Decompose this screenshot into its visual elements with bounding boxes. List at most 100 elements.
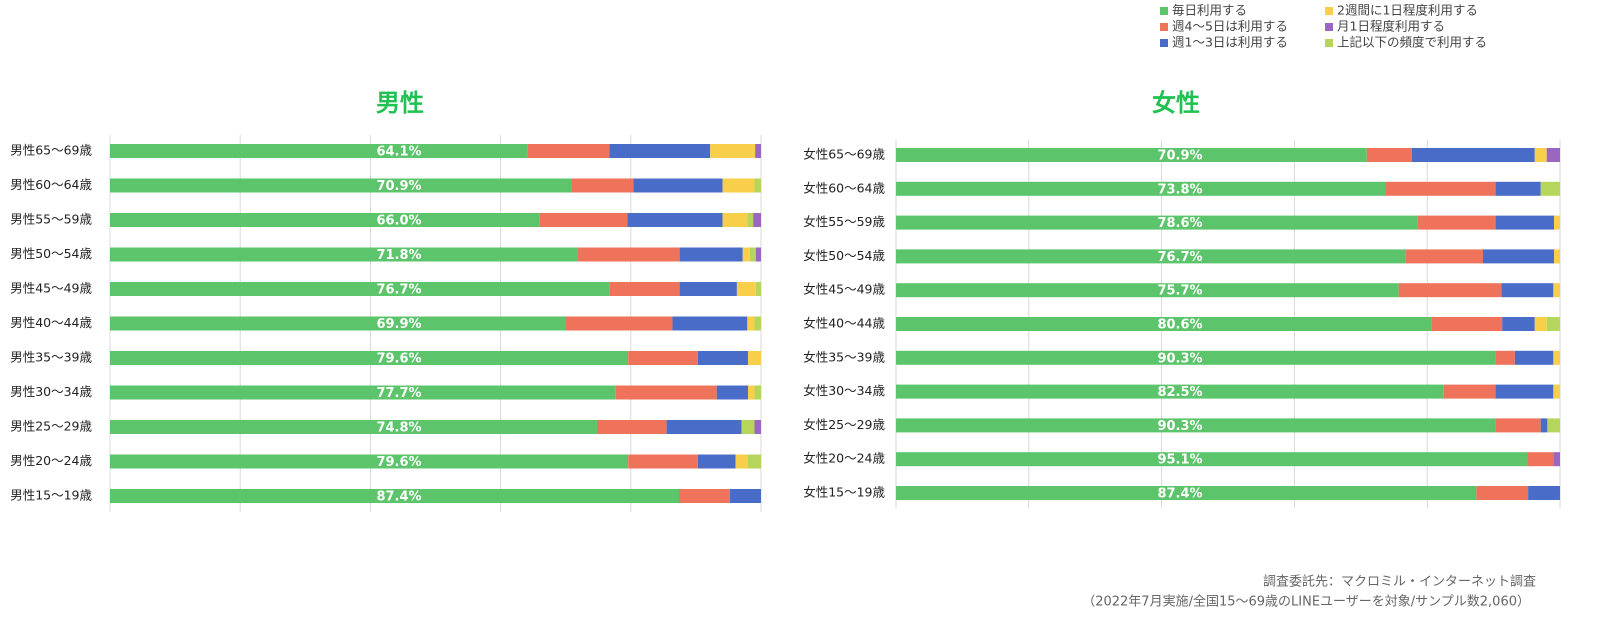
- bar-segment: [1553, 384, 1560, 399]
- legend-swatch: [1160, 7, 1168, 15]
- bar-segment: [1495, 384, 1554, 399]
- value-label: 73.8%: [1157, 182, 1202, 197]
- source-note: （2022年7月実施/全国15～69歳のLINEユーザーを対象/サンプル数2,0…: [1082, 594, 1530, 610]
- bar-segment: [722, 178, 755, 193]
- bar-segment: [742, 247, 750, 262]
- bar-segment: [754, 316, 761, 331]
- bar-segment: [527, 144, 610, 158]
- chart-title: 男性: [376, 89, 424, 117]
- legend-label: 週1～3日は利用する: [1172, 35, 1288, 50]
- bar-segment: [1417, 215, 1496, 230]
- bar-segment: [679, 247, 743, 262]
- bar-segment: [615, 385, 717, 400]
- source-note: 調査委託先：マクロミル・インターネット調査: [1263, 574, 1536, 590]
- bar-segment: [110, 144, 528, 158]
- bar-segment: [633, 178, 723, 193]
- bar-segment: [1405, 249, 1483, 264]
- bar-segment: [666, 420, 742, 434]
- category-label: 女性50～54歳: [803, 248, 885, 263]
- bar-segment: [896, 486, 1477, 500]
- value-label: 66.0%: [376, 214, 421, 229]
- value-label: 74.8%: [376, 421, 421, 436]
- category-label: 女性30～34歳: [803, 383, 885, 398]
- bar-segment: [753, 213, 761, 227]
- bar-segment: [896, 418, 1496, 433]
- legend-swatch: [1325, 7, 1333, 15]
- bar-segment: [735, 454, 748, 469]
- category-label: 女性60～64歳: [803, 180, 885, 195]
- category-label: 女性40～44歳: [803, 316, 885, 331]
- category-label: 男性45～49歳: [10, 281, 92, 296]
- value-label: 70.9%: [376, 179, 421, 194]
- bar-segment: [678, 489, 730, 503]
- category-label: 女性55～59歳: [803, 214, 885, 229]
- bar-segment: [896, 452, 1528, 467]
- value-label: 64.1%: [376, 145, 421, 160]
- bar-segment: [110, 178, 572, 193]
- bar-segment: [896, 317, 1432, 331]
- legend-label: 月1日程度利用する: [1337, 19, 1445, 34]
- bar-segment: [1527, 452, 1554, 467]
- bar-segment: [1398, 283, 1502, 298]
- bar-segment: [1495, 215, 1555, 230]
- bar-segment: [110, 385, 616, 400]
- bar-segment: [1501, 283, 1554, 298]
- value-label: 78.6%: [1157, 216, 1202, 231]
- bar-segment: [679, 282, 737, 296]
- bar-segment: [896, 215, 1418, 230]
- category-label: 女性20～24歳: [803, 451, 885, 466]
- value-label: 71.8%: [376, 248, 421, 263]
- category-label: 男性20～24歳: [10, 453, 92, 468]
- value-label: 77.7%: [376, 386, 421, 401]
- bar-segment: [1553, 452, 1560, 467]
- value-label: 82.5%: [1157, 385, 1202, 400]
- bar-segment: [609, 144, 711, 158]
- category-label: 女性15～19歳: [803, 485, 885, 500]
- bar-segment: [596, 420, 667, 434]
- legend-swatch: [1160, 39, 1168, 47]
- value-label: 90.3%: [1157, 351, 1202, 366]
- bar-segment: [697, 454, 736, 469]
- bar-segment: [1553, 350, 1560, 365]
- bar-segment: [110, 247, 578, 262]
- bar-segment: [1540, 181, 1560, 196]
- bar-segment: [755, 282, 761, 296]
- category-label: 男性15～19歳: [10, 488, 92, 503]
- category-label: 女性45～49歳: [803, 282, 885, 297]
- bar-segment: [896, 181, 1387, 196]
- bar-segment: [747, 385, 755, 400]
- value-label: 75.7%: [1157, 284, 1202, 299]
- bar-segment: [716, 385, 748, 400]
- bar-segment: [896, 249, 1406, 264]
- bar-segment: [1482, 249, 1555, 264]
- value-label: 69.9%: [376, 317, 421, 332]
- bar-segment: [747, 316, 755, 331]
- value-label: 80.6%: [1157, 318, 1202, 333]
- bar-segment: [1502, 317, 1535, 331]
- category-label: 男性30～34歳: [10, 384, 92, 399]
- bar-segment: [1411, 148, 1535, 162]
- bar-segment: [609, 282, 680, 296]
- bar-segment: [754, 178, 761, 193]
- bar-segment: [729, 489, 761, 503]
- category-label: 男性35～39歳: [10, 350, 92, 365]
- bar-segment: [1431, 317, 1503, 331]
- legend-label: 2週間に1日程度利用する: [1337, 3, 1478, 18]
- bar-segment: [110, 316, 566, 331]
- bar-segment: [1534, 148, 1547, 162]
- bar-segment: [1547, 418, 1560, 433]
- bar-segment: [1554, 249, 1560, 264]
- bar-segment: [110, 420, 597, 434]
- value-label: 76.7%: [376, 283, 421, 298]
- value-label: 87.4%: [1157, 487, 1202, 502]
- bar-segment: [1495, 350, 1515, 365]
- bar-segment: [754, 385, 761, 400]
- bar-segment: [1443, 384, 1496, 399]
- bar-segment: [1495, 418, 1541, 433]
- bar-segment: [1476, 486, 1529, 500]
- bar-segment: [710, 144, 756, 158]
- legend-label: 上記以下の頻度で利用する: [1337, 35, 1487, 50]
- chart-title: 女性: [1152, 89, 1200, 117]
- bar-segment: [1366, 148, 1412, 162]
